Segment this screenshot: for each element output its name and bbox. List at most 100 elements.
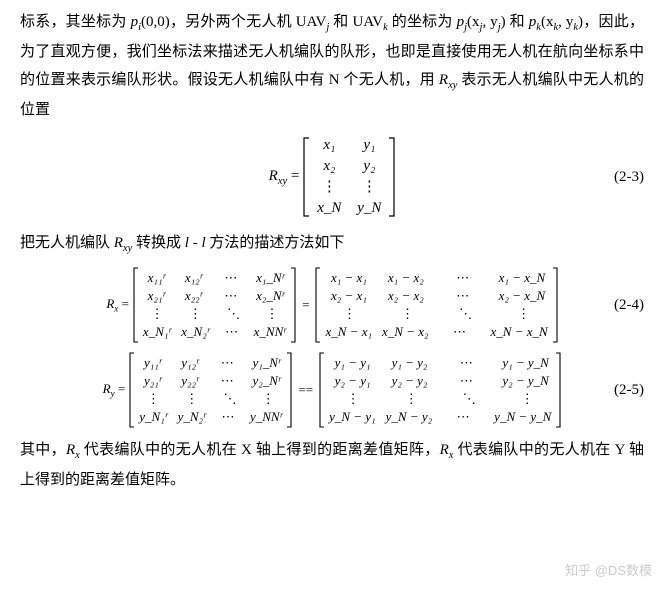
bracket-right-icon bbox=[290, 267, 296, 343]
cell: y₂₂ʳ bbox=[178, 372, 202, 390]
text: 的坐标为 bbox=[388, 14, 457, 30]
cell: y₂₁ʳ bbox=[141, 372, 165, 390]
var-pj: p bbox=[457, 14, 465, 30]
sub: xy bbox=[448, 80, 457, 91]
cell: ⋮ bbox=[503, 305, 545, 323]
eq: == bbox=[298, 378, 313, 403]
cell: ⋮ bbox=[506, 390, 548, 408]
var-pi: p bbox=[131, 14, 139, 30]
cell: x₁ − x₂ bbox=[385, 269, 427, 287]
cell: y₁₂ʳ bbox=[178, 354, 202, 372]
cell: ⋯ bbox=[442, 269, 484, 287]
cell: ⋮ bbox=[390, 390, 432, 408]
args: (x bbox=[467, 14, 480, 30]
lhs: R bbox=[103, 381, 111, 396]
cell: ⋯ bbox=[439, 323, 481, 341]
cell: y₂ − y₁ bbox=[332, 372, 374, 390]
cell: y₂ bbox=[354, 156, 384, 177]
var: R bbox=[114, 235, 123, 251]
cell: ⋯ bbox=[445, 354, 487, 372]
equation-2-5: Ry = y₁₁ʳy₁₂ʳ⋯y₁_Nʳ y₂₁ʳy₂₂ʳ⋯y₂_Nʳ ⋮⋮⋱⋮ … bbox=[20, 352, 644, 429]
cell: y_NNʳ bbox=[250, 408, 283, 426]
eq-number: (2-3) bbox=[614, 163, 644, 192]
cell: ⋮ bbox=[329, 305, 371, 323]
cell: x₂ − x₂ bbox=[385, 287, 427, 305]
bracket-right-icon bbox=[552, 267, 558, 343]
args: (x bbox=[541, 14, 554, 30]
cell: ⋮ bbox=[387, 305, 429, 323]
eq: = bbox=[302, 293, 309, 318]
cell: ⋮ bbox=[183, 305, 207, 323]
bracket-right-icon bbox=[388, 137, 395, 217]
text: 其中， bbox=[20, 442, 66, 458]
cell: y₂ − y_N bbox=[502, 372, 549, 390]
cell: y_N − y_N bbox=[494, 408, 551, 426]
cell: x_N bbox=[314, 198, 344, 219]
cell: y_N₁ʳ bbox=[139, 408, 167, 426]
cell: x₁ − x₁ bbox=[328, 269, 370, 287]
sub: xy bbox=[278, 176, 287, 187]
cell: x_N − x_N bbox=[491, 323, 548, 341]
cell: x_NNʳ bbox=[254, 323, 287, 341]
text: , y bbox=[482, 14, 497, 30]
equation-2-3: Rxy = x₁y₁ x₂y₂ ⋮⋮ x_Ny_N (2-3) bbox=[20, 133, 644, 221]
cell: ⋯ bbox=[215, 354, 239, 372]
cell: x₁₂ʳ bbox=[182, 269, 206, 287]
cell: ⋱ bbox=[218, 390, 242, 408]
cell: x₂ − x_N bbox=[499, 287, 546, 305]
cell: y_N − y₂ bbox=[386, 408, 433, 426]
cell: y_N₂ʳ bbox=[178, 408, 206, 426]
cell: ⋯ bbox=[219, 287, 243, 305]
var: R bbox=[440, 442, 449, 458]
text: 代表编队中的无人机在 X 轴上得到的距离差值矩阵， bbox=[80, 442, 440, 458]
cell: y₁ − y_N bbox=[502, 354, 549, 372]
eq: = bbox=[287, 168, 299, 184]
cell: y_N bbox=[354, 198, 384, 219]
text: 把无人机编队 bbox=[20, 235, 114, 251]
eq-number: (2-5) bbox=[614, 376, 644, 405]
cell: ⋮ bbox=[314, 177, 344, 198]
var: R bbox=[66, 442, 75, 458]
cell: y₂ − y₂ bbox=[389, 372, 431, 390]
cell: y_N − y₁ bbox=[329, 408, 376, 426]
cell: ⋮ bbox=[260, 305, 284, 323]
cell: ⋮ bbox=[180, 390, 204, 408]
cell: ⋮ bbox=[141, 390, 165, 408]
para-3: 其中，Rx 代表编队中的无人机在 X 轴上得到的距离差值矩阵，Rx 代表编队中的… bbox=[20, 436, 644, 494]
cell: ⋮ bbox=[354, 177, 384, 198]
cell: x₁_Nʳ bbox=[256, 269, 284, 287]
cell: ⋯ bbox=[442, 287, 484, 305]
cell: ⋱ bbox=[448, 390, 490, 408]
watermark: 知乎 @DS数模 bbox=[565, 559, 652, 584]
cell: ⋯ bbox=[442, 408, 484, 426]
cell: x₁ − x_N bbox=[499, 269, 546, 287]
text: 方法的描述方法如下 bbox=[206, 235, 345, 251]
cell: ⋯ bbox=[219, 269, 243, 287]
cell: y₁ − y₁ bbox=[332, 354, 374, 372]
cell: x_N₂ʳ bbox=[181, 323, 209, 341]
equation-2-4: Rx = x₁₁ʳx₁₂ʳ⋯x₁_Nʳ x₂₁ʳx₂₂ʳ⋯x₂_Nʳ ⋮⋮⋱⋮ … bbox=[20, 267, 644, 344]
cell: ⋯ bbox=[220, 323, 244, 341]
cell: y₂_Nʳ bbox=[252, 372, 280, 390]
bracket-left-icon bbox=[303, 137, 310, 217]
text: 和 bbox=[506, 14, 529, 30]
cell: x_N − x₂ bbox=[382, 323, 429, 341]
text: 转换成 bbox=[132, 235, 185, 251]
cell: y₁_Nʳ bbox=[252, 354, 280, 372]
args: (0,0) bbox=[141, 14, 170, 30]
cell: x₁₁ʳ bbox=[145, 269, 169, 287]
eq: = bbox=[118, 296, 129, 311]
cell: ⋯ bbox=[216, 408, 240, 426]
para-1: 标系，其坐标为 pi(0,0)，另外两个无人机 UAVj 和 UAVk 的坐标为… bbox=[20, 8, 644, 125]
cell: ⋯ bbox=[215, 372, 239, 390]
var-rxy: R bbox=[439, 72, 448, 88]
cell: x₂_Nʳ bbox=[256, 287, 284, 305]
cell: x_N₁ʳ bbox=[143, 323, 171, 341]
cell: y₁₁ʳ bbox=[141, 354, 165, 372]
cell: x₁ bbox=[314, 135, 344, 156]
cell: x₂₁ʳ bbox=[145, 287, 169, 305]
cell: ⋱ bbox=[222, 305, 246, 323]
lhs: R bbox=[269, 168, 278, 184]
para-2: 把无人机编队 Rxy 转换成 l - l 方法的描述方法如下 bbox=[20, 229, 644, 259]
cell: x₂₂ʳ bbox=[182, 287, 206, 305]
